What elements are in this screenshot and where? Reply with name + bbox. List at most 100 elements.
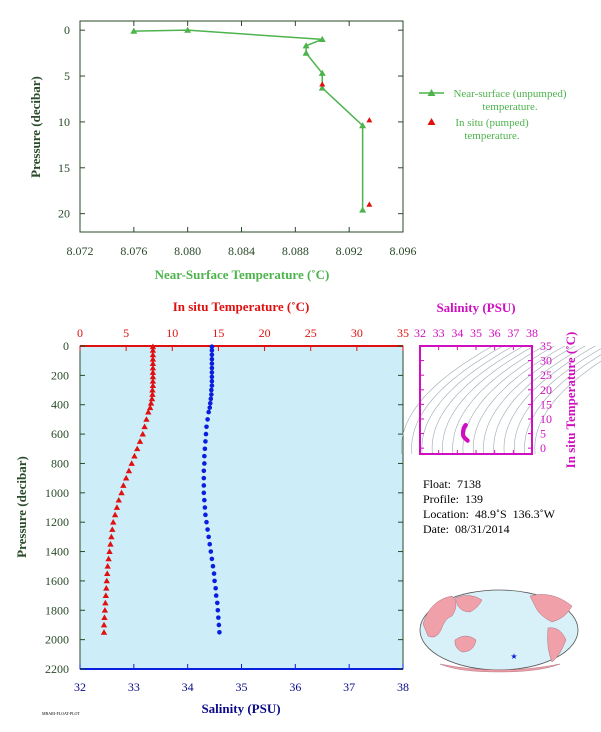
salinity-point bbox=[209, 361, 215, 366]
top-y-tick-label: 5 bbox=[64, 69, 70, 83]
temperature-point bbox=[134, 445, 141, 452]
temperature-point bbox=[113, 504, 121, 510]
profile-panel: 0 5 10 15 20 25 30 35 32 33 34 35 36 37 38 0 200 400 600 80… bbox=[14, 299, 409, 716]
density-contour bbox=[472, 345, 565, 455]
ts-temperature-label: In situ Temperature (˚C) bbox=[563, 332, 578, 469]
ts-x-tick-label: 33 bbox=[433, 326, 445, 340]
temperature-point bbox=[125, 467, 133, 474]
salinity-point bbox=[205, 417, 210, 422]
salinity-point bbox=[202, 461, 207, 466]
salinity-point bbox=[208, 396, 214, 402]
top-y-tick-label: 20 bbox=[58, 207, 70, 221]
point-unpumped bbox=[318, 69, 326, 76]
map-land-south-america bbox=[547, 627, 567, 663]
temp-tick-label: 0 bbox=[77, 326, 83, 340]
salinity-point bbox=[204, 424, 209, 430]
map-land-asia-west bbox=[422, 595, 457, 638]
salinity-point bbox=[201, 490, 207, 496]
density-contour bbox=[431, 345, 524, 455]
salinity-point bbox=[203, 512, 208, 518]
pressure-tick-label: 600 bbox=[51, 427, 69, 441]
salinity-tick-label: 34 bbox=[182, 680, 194, 694]
salinity-tick-label: 32 bbox=[74, 680, 86, 694]
salinity-point bbox=[203, 431, 209, 437]
top-x-tick-label: 8.088 bbox=[282, 244, 309, 258]
world-map: ★ bbox=[419, 589, 579, 673]
salinity-point bbox=[209, 356, 215, 362]
temperature-point bbox=[131, 452, 138, 459]
salinity-point bbox=[207, 541, 213, 547]
ts-point bbox=[463, 423, 468, 428]
salinity-point bbox=[209, 348, 215, 353]
salinity-point bbox=[209, 344, 215, 350]
top-y-tick-label: 15 bbox=[58, 161, 70, 175]
salinity-point bbox=[202, 505, 208, 510]
temp-tick-label: 25 bbox=[305, 326, 317, 340]
salinity-point bbox=[203, 439, 208, 444]
pressure-tick-label: 2200 bbox=[45, 662, 69, 676]
point-pumped bbox=[366, 117, 373, 123]
temperature-point bbox=[108, 533, 115, 540]
density-contour bbox=[503, 345, 596, 455]
density-contour bbox=[400, 345, 493, 455]
density-contour bbox=[534, 360, 601, 455]
density-contour bbox=[421, 345, 514, 455]
top-plot-frame bbox=[79, 20, 404, 233]
temperature-axis-label: In situ Temperature (˚C) bbox=[173, 299, 310, 314]
top-y-tick-label: 0 bbox=[64, 23, 70, 37]
top-x-axis-label: Near-Surface Temperature (˚C) bbox=[155, 267, 330, 282]
salinity-point bbox=[216, 615, 221, 620]
temp-tick-label: 5 bbox=[123, 326, 129, 340]
temperature-point bbox=[136, 438, 144, 444]
salinity-point bbox=[201, 483, 207, 488]
point-unpumped bbox=[318, 84, 326, 91]
legend-label-pumped: In situ (pumped) temperature. bbox=[455, 117, 529, 142]
point-unpumped bbox=[302, 42, 310, 49]
salinity-point bbox=[209, 383, 215, 388]
salinity-point bbox=[206, 534, 211, 540]
salinity-point bbox=[209, 374, 215, 380]
pressure-tick-label: 400 bbox=[51, 398, 69, 412]
temperature-point bbox=[101, 607, 109, 613]
salinity-point bbox=[216, 622, 222, 628]
salinity-point bbox=[202, 446, 208, 452]
ts-y-tick-label: 5 bbox=[540, 427, 546, 441]
top-x-tick-label: 8.076 bbox=[120, 244, 147, 258]
salinity-point bbox=[212, 578, 217, 584]
temperature-point bbox=[118, 489, 125, 496]
salinity-point bbox=[215, 607, 221, 613]
salinity-tick-label: 38 bbox=[397, 680, 409, 694]
salinity-point bbox=[208, 549, 214, 554]
ts-y-tick-label: 0 bbox=[540, 441, 546, 455]
ts-y-tick-label: 15 bbox=[540, 397, 552, 411]
point-unpumped bbox=[302, 49, 310, 56]
temperature-point bbox=[100, 621, 108, 628]
temperature-point bbox=[149, 369, 157, 375]
density-contour bbox=[452, 345, 545, 455]
map-land-australia bbox=[454, 635, 477, 653]
salinity-point bbox=[211, 571, 217, 576]
point-unpumped bbox=[184, 26, 192, 33]
temperature-point bbox=[141, 423, 148, 430]
temperature-point bbox=[146, 404, 154, 411]
salinity-point bbox=[209, 378, 215, 384]
ts-x-tick-label: 35 bbox=[470, 326, 482, 340]
salinity-point bbox=[209, 387, 214, 393]
salinity-point bbox=[209, 370, 215, 375]
profile-series bbox=[100, 343, 222, 635]
temperature-point bbox=[149, 356, 157, 362]
pressure-tick-label: 1400 bbox=[45, 545, 69, 559]
salinity-point bbox=[214, 600, 220, 606]
salinity-point bbox=[201, 475, 207, 481]
temperature-point bbox=[149, 364, 157, 371]
temperature-point bbox=[149, 391, 156, 397]
temperature-point bbox=[143, 416, 150, 422]
temperature-point bbox=[139, 430, 146, 437]
density-contour bbox=[483, 345, 576, 455]
point-unpumped bbox=[359, 206, 367, 213]
pressure-tick-label: 1600 bbox=[45, 574, 69, 588]
temperature-point bbox=[110, 518, 117, 525]
density-contour bbox=[513, 348, 601, 455]
top-x-tick-label: 8.092 bbox=[336, 244, 363, 258]
